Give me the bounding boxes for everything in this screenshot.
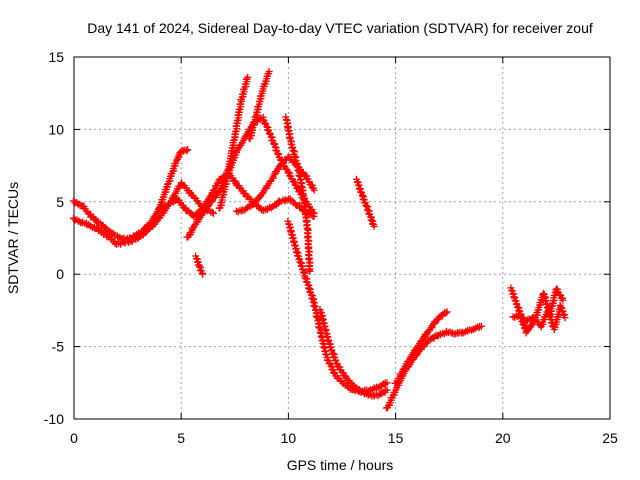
data-point	[523, 316, 531, 324]
data-point	[322, 329, 330, 337]
data-point	[295, 171, 303, 179]
data-point	[183, 147, 191, 155]
data-point	[309, 298, 317, 306]
data-point	[315, 324, 323, 332]
data-point	[244, 204, 252, 212]
data-point	[443, 308, 451, 316]
data-point	[297, 182, 305, 190]
grid	[74, 57, 610, 419]
data-point	[189, 224, 197, 232]
x-tick-label: 5	[177, 430, 185, 446]
data-point	[285, 220, 293, 228]
data-point	[310, 209, 318, 217]
data-point	[310, 302, 318, 310]
data-point	[477, 322, 485, 330]
data-point	[199, 270, 207, 278]
data-point	[269, 202, 277, 210]
y-tick-label: -5	[52, 339, 65, 355]
data-point	[319, 319, 327, 327]
series-track-k	[391, 308, 451, 387]
y-tick-label: -10	[44, 411, 64, 427]
series-track-j	[382, 322, 485, 412]
y-tick-label: 10	[48, 121, 64, 137]
data-point	[166, 199, 174, 207]
data-point	[316, 329, 324, 337]
y-tick-label: 5	[56, 194, 64, 210]
x-axis-label: GPS time / hours	[287, 457, 394, 473]
data-point	[309, 208, 317, 216]
y-ticks: -10 -5 0 5 10 15	[44, 49, 610, 427]
series-track-g	[245, 67, 273, 143]
plot-area-border	[73, 56, 611, 420]
x-tick-label: 25	[602, 430, 618, 446]
x-tick-label: 0	[70, 430, 78, 446]
data-point	[439, 310, 447, 318]
data-point	[511, 313, 519, 321]
y-tick-label: 0	[56, 266, 64, 282]
x-tick-label: 20	[495, 430, 511, 446]
x-tick-label: 15	[388, 430, 404, 446]
data-point	[184, 146, 192, 154]
data-point	[296, 172, 304, 180]
series-track-p	[509, 285, 567, 337]
series-track-b	[69, 179, 217, 248]
x-ticks: 0 5 10 15 20 25	[70, 57, 618, 446]
series-track-e	[215, 113, 318, 217]
y-tick-label: 15	[48, 49, 64, 65]
data-point	[265, 67, 273, 75]
y-axis-label: SDTVAR / TECUs	[5, 182, 21, 294]
data-point	[561, 314, 569, 322]
data-point	[319, 339, 327, 347]
data-point	[559, 296, 567, 304]
x-tick-label: 10	[281, 430, 297, 446]
chart-title: Day 141 of 2024, Sidereal Day-to-day VTE…	[87, 20, 593, 36]
data-point	[370, 222, 378, 230]
series-track-m	[192, 252, 207, 278]
data-points	[69, 67, 569, 412]
data-point	[317, 333, 325, 341]
series-track-l	[352, 175, 378, 230]
data-point	[209, 209, 217, 217]
data-point	[298, 183, 306, 191]
data-point	[430, 333, 438, 341]
series-track-f	[232, 153, 318, 216]
data-point	[317, 308, 325, 316]
data-point	[291, 241, 299, 249]
data-point	[306, 267, 314, 275]
data-point	[435, 313, 443, 321]
series-track-i	[316, 306, 391, 400]
series-track-n	[282, 113, 314, 275]
data-point	[209, 208, 217, 216]
data-point	[240, 206, 248, 214]
data-point	[311, 302, 319, 310]
data-point	[320, 343, 328, 351]
data-point	[244, 73, 252, 81]
data-point	[383, 379, 391, 387]
data-point	[288, 231, 296, 239]
data-point	[310, 186, 318, 194]
data-point	[313, 313, 321, 321]
data-point	[442, 309, 450, 317]
data-point	[258, 190, 266, 198]
data-point	[383, 386, 391, 394]
